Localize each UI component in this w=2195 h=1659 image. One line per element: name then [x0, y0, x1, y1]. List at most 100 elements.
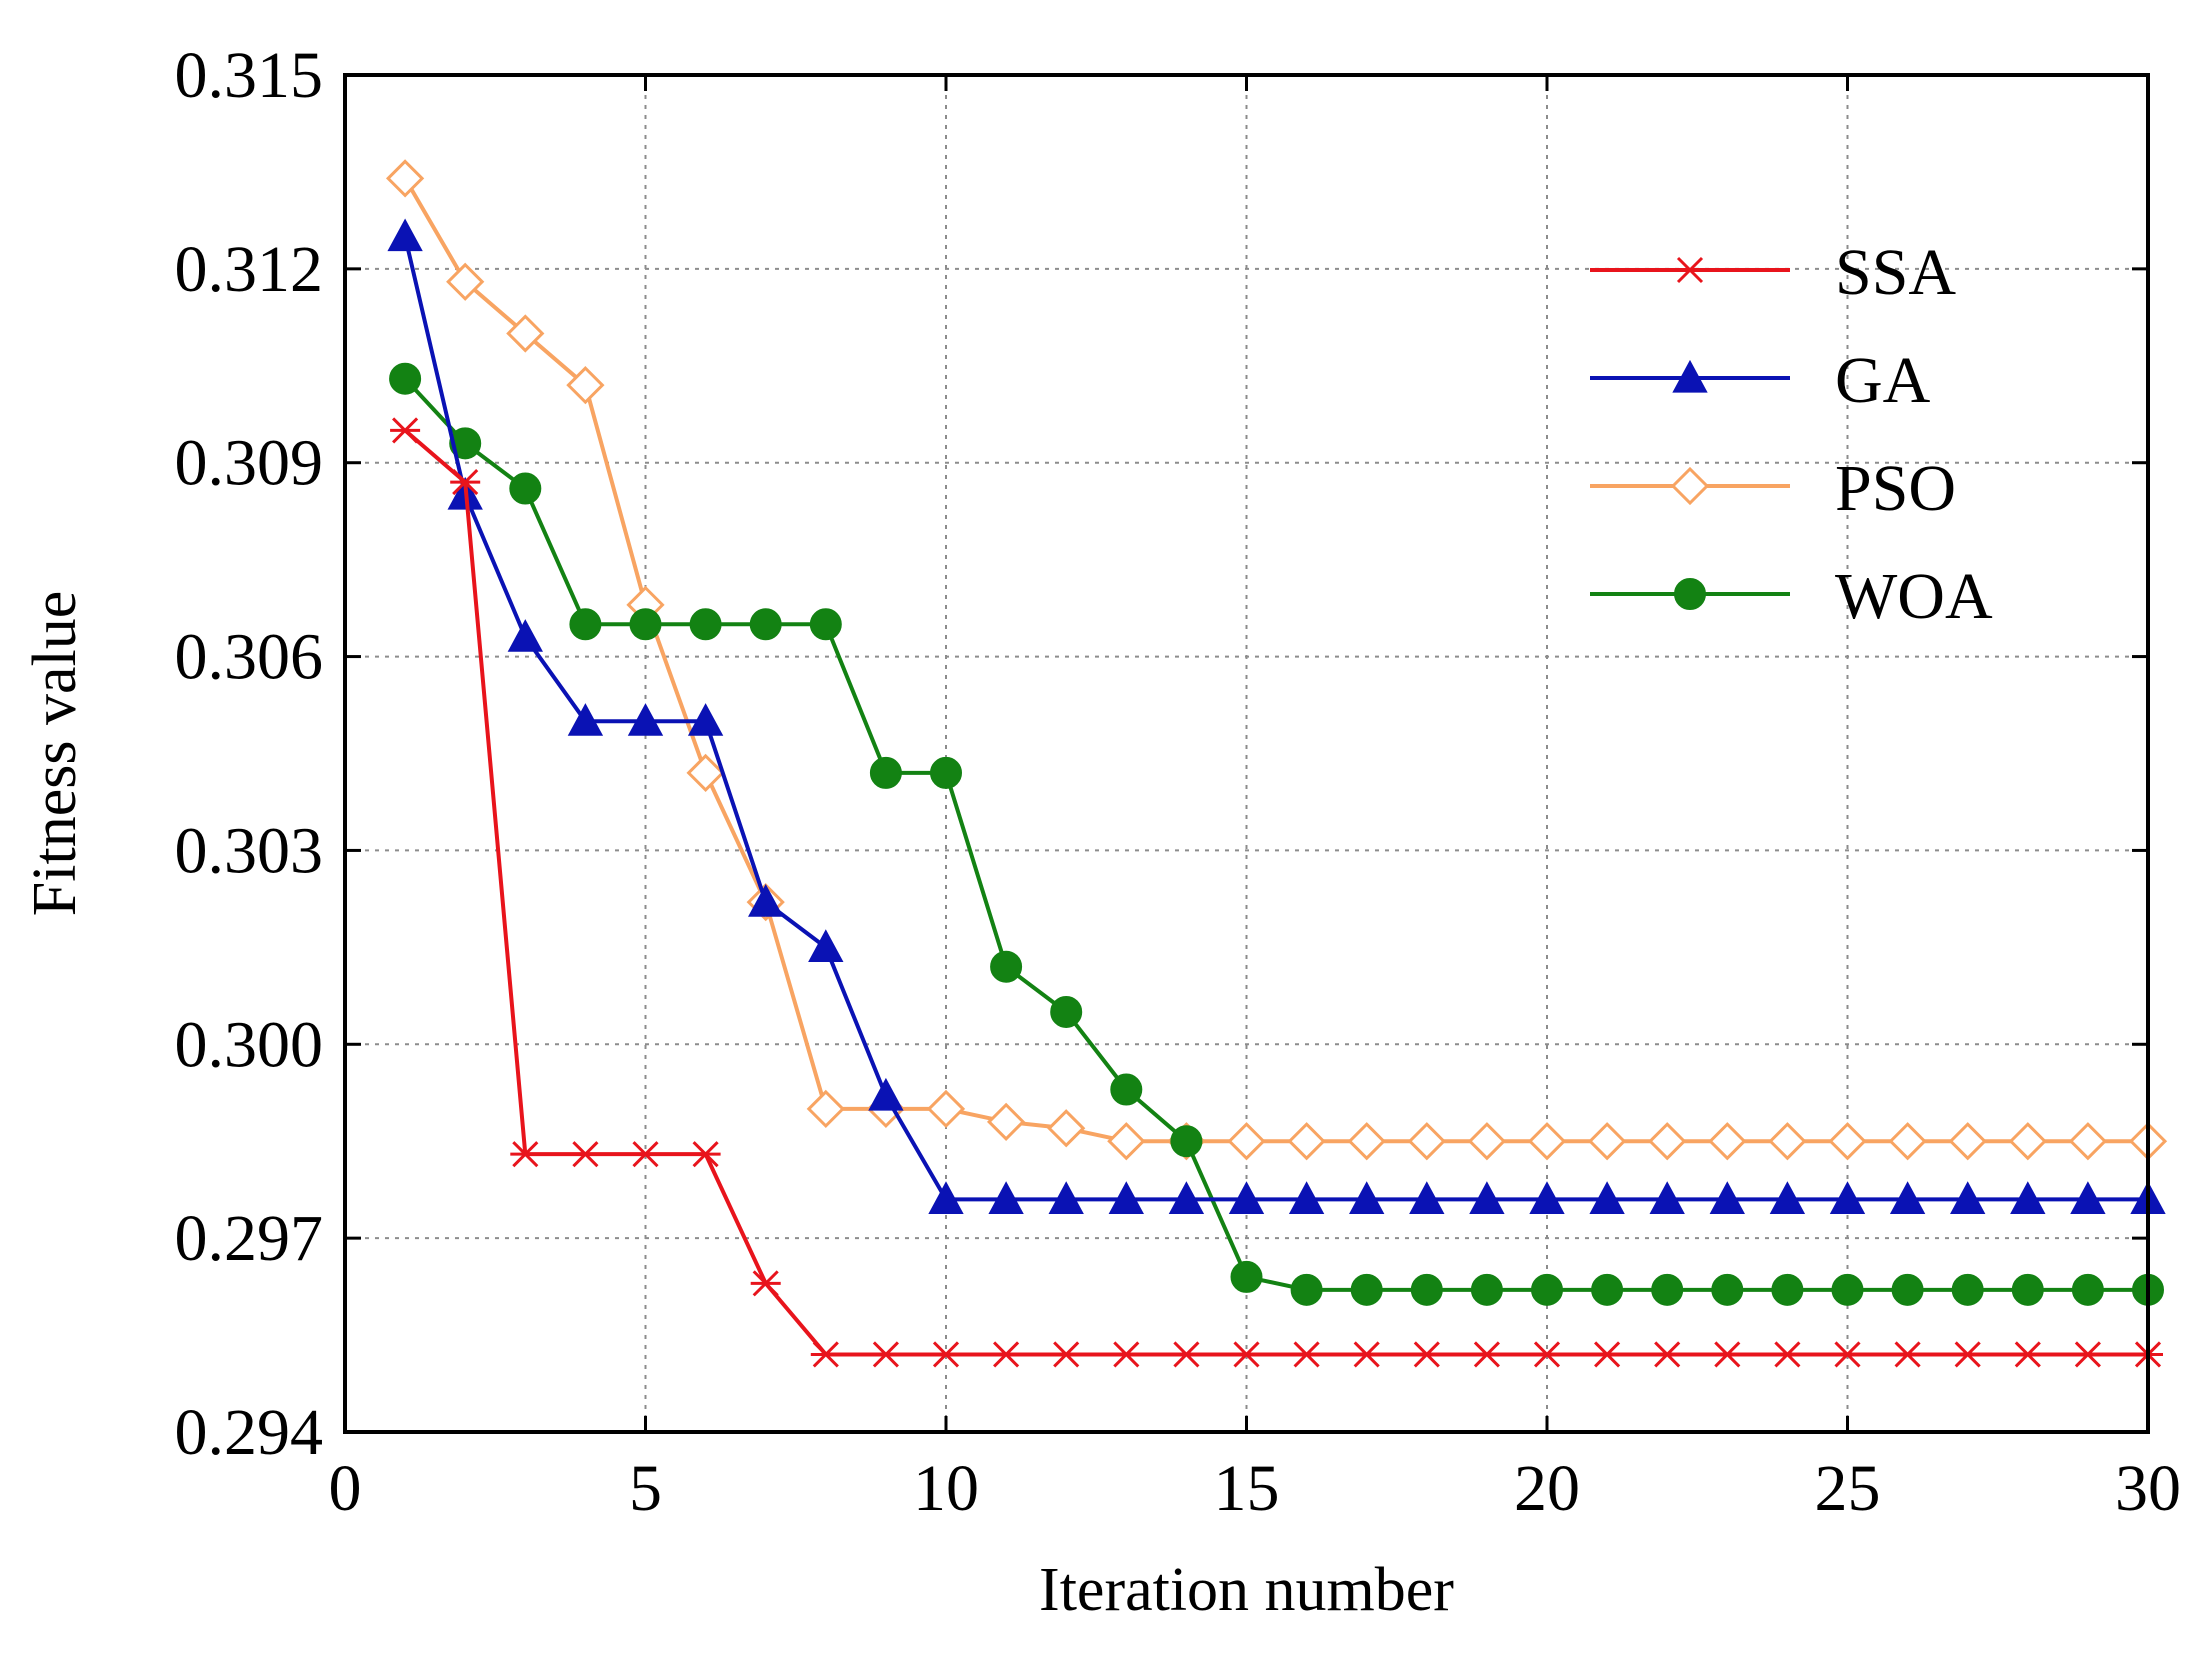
- y-tick-label: 0.312: [175, 233, 324, 306]
- legend-label: PSO: [1835, 452, 1956, 525]
- data-point-ga: [2070, 1181, 2106, 1214]
- data-point-pso: [1828, 1122, 1867, 1161]
- data-point-pso: [1047, 1109, 1086, 1148]
- data-point-pso: [926, 1089, 966, 1129]
- legend-entry-ga: GA: [1590, 344, 1931, 417]
- data-point-ga: [1168, 1181, 1205, 1214]
- data-point-ssa: [1351, 1341, 1382, 1368]
- legend-marker: [1675, 256, 1705, 284]
- data-point-pso: [2068, 1122, 2108, 1161]
- data-point-woa: [1951, 1273, 1984, 1306]
- data-point-woa: [809, 608, 842, 641]
- data-point-ssa: [1411, 1341, 1442, 1368]
- data-point-ga: [928, 1181, 964, 1214]
- y-tick-label: 0.300: [175, 1008, 324, 1081]
- tick-labels: 0 5 10 15 20 25 30 0.294 0.297 0.300 0.303 0.306 0.3…: [175, 39, 2182, 1525]
- data-point-ga: [1228, 1181, 1265, 1214]
- data-point-ga: [1769, 1181, 1806, 1214]
- data-point-woa: [749, 608, 782, 641]
- data-point-ssa: [931, 1341, 961, 1368]
- data-point-woa: [1891, 1273, 1924, 1306]
- y-tick-label: 0.309: [175, 427, 324, 500]
- data-point-ga: [387, 218, 423, 252]
- data-point-ga: [1529, 1181, 1565, 1214]
- legend-marker: [1670, 466, 1710, 506]
- data-point-pso: [1527, 1122, 1567, 1161]
- series-line-ga: [403, 236, 2148, 1202]
- data-point-ga: [1709, 1181, 1745, 1214]
- data-point-ssa: [1772, 1341, 1803, 1368]
- data-point-ga: [567, 703, 604, 736]
- legend-label: GA: [1835, 344, 1931, 417]
- x-tick-label: 30: [2115, 1452, 2181, 1525]
- data-point-woa: [1110, 1073, 1143, 1106]
- data-point-ssa: [1952, 1341, 1983, 1368]
- data-point-ga: [1288, 1181, 1325, 1214]
- data-point-ga: [1649, 1181, 1685, 1214]
- data-point-ssa: [1291, 1341, 1322, 1368]
- data-point-pso: [1467, 1122, 1507, 1161]
- data-point-ssa: [810, 1341, 841, 1368]
- data-point-ssa: [1712, 1341, 1743, 1368]
- data-point-woa: [869, 756, 902, 789]
- data-point-ssa: [510, 1141, 541, 1168]
- y-tick-label: 0.297: [175, 1202, 324, 1275]
- data-point-woa: [1831, 1273, 1864, 1306]
- x-tick-label: 5: [629, 1452, 662, 1525]
- series-woa: [389, 362, 2164, 1306]
- y-tick-label: 0.303: [175, 814, 324, 887]
- data-point-ga: [1469, 1181, 1505, 1214]
- data-point-woa: [1531, 1273, 1563, 1306]
- data-point-ga: [1589, 1181, 1625, 1214]
- data-point-ga: [507, 619, 543, 652]
- data-point-woa: [2011, 1273, 2044, 1306]
- data-point-ga: [1829, 1181, 1866, 1214]
- data-point-ga: [1048, 1181, 1084, 1214]
- x-tick-label: 0: [329, 1452, 362, 1525]
- data-point-ssa: [1652, 1341, 1683, 1368]
- data-point-pso: [385, 159, 425, 198]
- y-axis-title: Fitness value: [21, 591, 89, 916]
- x-tick-label: 25: [1815, 1452, 1881, 1525]
- legend-entry-woa: WOA: [1590, 560, 1993, 633]
- data-point-pso: [1587, 1122, 1627, 1161]
- data-point-pso: [1407, 1122, 1446, 1161]
- data-point-ssa: [1532, 1341, 1562, 1368]
- series-ga: [387, 218, 2166, 1214]
- data-point-ga: [687, 703, 724, 736]
- legend-marker: [1674, 578, 1706, 610]
- data-point-woa: [509, 472, 542, 505]
- data-point-pso: [1287, 1122, 1326, 1161]
- data-point-pso: [1347, 1122, 1386, 1161]
- data-point-woa: [1591, 1273, 1624, 1306]
- legend: SSA GA PSO WOA: [1590, 236, 1993, 633]
- data-point-ssa: [1832, 1341, 1863, 1368]
- x-tick-label: 20: [1514, 1452, 1580, 1525]
- data-point-ga: [2010, 1181, 2046, 1214]
- data-point-woa: [1350, 1273, 1383, 1306]
- data-point-woa: [990, 950, 1023, 983]
- data-point-ga: [1349, 1181, 1385, 1214]
- data-point-ssa: [750, 1270, 781, 1297]
- data-point-pso: [446, 262, 485, 301]
- data-point-ssa: [1111, 1341, 1142, 1368]
- data-point-woa: [389, 362, 422, 395]
- data-point-pso: [686, 753, 725, 793]
- data-point-woa: [629, 608, 662, 641]
- data-point-ssa: [450, 469, 481, 496]
- data-point-pso: [1107, 1122, 1146, 1161]
- data-point-ga: [748, 884, 784, 917]
- legend-entry-pso: PSO: [1590, 452, 1956, 525]
- x-axis-title: Iteration number: [1039, 1556, 1454, 1624]
- y-tick-label: 0.294: [175, 1396, 324, 1469]
- data-point-ssa: [2072, 1341, 2103, 1368]
- data-point-ssa: [1051, 1341, 1082, 1368]
- data-point-pso: [566, 366, 605, 405]
- data-point-woa: [1771, 1273, 1804, 1306]
- data-point-ga: [627, 703, 664, 736]
- data-point-woa: [1050, 995, 1083, 1028]
- data-point-pso: [2008, 1122, 2047, 1161]
- data-point-pso: [1648, 1122, 1687, 1161]
- data-point-pso: [1708, 1122, 1747, 1161]
